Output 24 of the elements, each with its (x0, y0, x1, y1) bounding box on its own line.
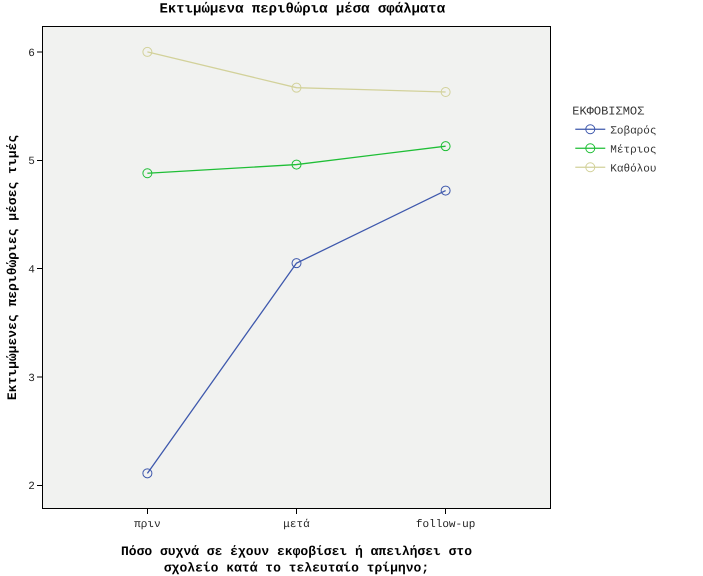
point (292, 82, 302, 93)
x-tick-label: πριν (134, 519, 161, 532)
chart-title: Εκτιμώμενα περιθώρια μέσα σφάλματα (159, 2, 446, 18)
x-tick-label: follow-up (416, 519, 476, 532)
point (440, 186, 451, 196)
y-tick-label: 5 (28, 156, 35, 168)
point (440, 87, 451, 97)
legend-title: ΕΚΦΟΒΙΣΜΟΣ (572, 104, 644, 119)
point (142, 168, 152, 178)
y-tick-label: 4 (28, 264, 36, 276)
y-tick-label: 3 (28, 372, 35, 385)
y-axis-title: Εκτιμώμενες περιθώριες μέσες τιμές (5, 134, 20, 400)
point (292, 258, 302, 268)
point (142, 468, 152, 478)
x-axis-title: Πόσο συχνά σε έχουν εκφοβίσει ή απειλήσει στο σχολείο κατά το τελευταίο τρίμηνο; (120, 544, 472, 576)
legend-label: Μέτριος (610, 144, 656, 157)
legend-label: Σοβαρός (610, 124, 656, 138)
x-tick-label: μετά (283, 518, 310, 532)
point (292, 160, 302, 170)
legend-label: Καθόλου (610, 162, 656, 176)
y-tick-label: 6 (28, 48, 35, 60)
point (440, 141, 451, 152)
y-tick-label: 2 (28, 481, 35, 494)
point (142, 46, 152, 57)
